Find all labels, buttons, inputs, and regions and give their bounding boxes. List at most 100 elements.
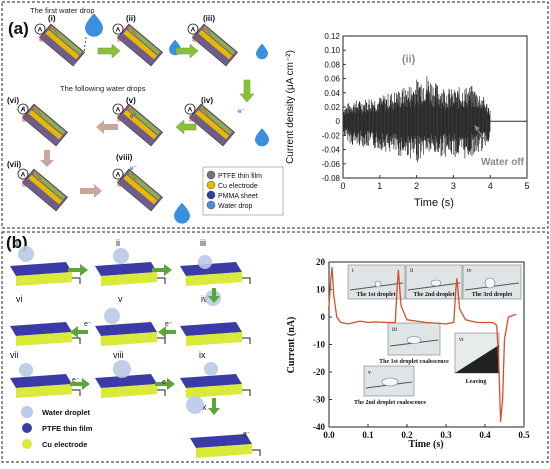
chart2-ytick-label: -10 [313,340,325,350]
step-label: v [118,294,123,304]
step-label: ix [199,350,206,360]
step-arrow [80,184,102,198]
chart1-xlabel: Time (s) [414,197,454,209]
panel-a-device-6: A(vi) [7,96,68,146]
chart1-ytick-label: 0.12 [324,32,340,41]
inset-1-label: The 1st droplet [357,292,396,298]
electron-label: e⁻ [22,105,30,112]
ammeter-label: A [38,27,43,34]
water-droplet-icon [198,255,212,269]
panel-a-device-8: A (viii) [113,153,163,211]
chart2-ytick-label: 10 [316,285,326,295]
water-droplet-icon [19,363,33,377]
electron-label: e⁻ [238,108,246,115]
water-drop-icon [256,44,268,60]
inset-3rd-droplet: iv The 3rd droplet [463,265,521,299]
electron-label: e⁻ [130,165,138,172]
step-label: iii [200,238,206,248]
legend-swatch-ptfe-b [22,423,32,433]
top-caption: The first water drop [30,6,95,15]
step-label: (viii) [116,153,133,162]
step-label: (vi) [7,96,19,105]
chart1-ytick-label: 0.06 [324,75,340,84]
ammeter-label: A [21,172,26,179]
water-droplet-icon [204,362,218,376]
drop-path [84,37,86,52]
chart2-ytick-label: -20 [313,367,325,377]
step-label: (v) [126,96,136,105]
chart1-xtick-label: 3 [451,181,456,191]
step-label: (ii) [126,14,136,23]
step-arrow [208,398,220,415]
chart1-ytick-label: 0.02 [324,103,340,112]
legend-label-cu-b: Cu electrode [42,440,87,449]
panel-b-device-6: vi [10,294,80,346]
electron-label: e⁻ [165,321,173,328]
inset-3-roman: iv [467,268,472,274]
electron-label: e⁻ [243,431,251,438]
step-arrow [98,44,120,58]
chart2-ytick-label: -30 [313,395,325,405]
legend-label-ptfe: PTFE thin film [218,173,262,180]
panel-a-device-2: A(ii) [113,14,163,66]
step-label: (vii) [7,160,22,169]
ammeter-label: A [191,27,196,34]
chart2-xtick-label: 0.4 [479,430,491,440]
chart1-ytick-label: 0.04 [324,89,340,98]
chart1-ytick-label: -0.08 [322,174,341,183]
chart2-xtick-label: 0.0 [323,430,335,440]
water-droplet-icon [104,308,120,324]
step-label: (i) [48,14,56,23]
step-label: (iii) [203,14,215,23]
step-label: (iv) [201,96,213,105]
legend-label-ptfe-b: PTFE thin film [42,424,93,433]
inset-1st-coalescence: iii The 1st droplet coalescence [379,323,449,365]
chart1-xtick-label: 5 [524,181,529,191]
chart1-ytick-label: -0.04 [322,146,341,155]
legend-label-water: Water drop [218,203,252,210]
inset-5-label: Leaving [466,379,487,385]
electron-label: e⁻ [72,377,80,384]
ammeter-label: A [188,107,193,114]
water-drop-icon [85,13,103,36]
chart2-ytick-label: 0 [321,312,326,322]
chart1-xtick-label: 0 [340,181,345,191]
chart1-xtick-label: 1 [377,181,382,191]
ammeter-label: A [116,172,121,179]
panel-a-legend: PTFE thin film Cu electrode PMMA sheet W… [203,167,283,215]
step-arrow [40,150,54,167]
water-droplet-icon [113,360,131,378]
chart1-xtick-label: 2 [414,181,419,191]
electron-label: e⁻ [130,113,138,120]
chart2-xtick-label: 0.1 [362,430,374,440]
ammeter-label: A [116,107,121,114]
legend-label-cu: Cu electrode [218,183,258,190]
panel-b-device-3: iii [180,238,250,286]
panel-b-device-8: viii [95,350,165,398]
legend-label-pmma: PMMA sheet [218,193,258,200]
chart1-annotation-water-off: Water off [481,157,525,168]
step-label: i [16,238,18,248]
chart1-annotation-ii: (ii) [402,53,416,65]
electron-label: e⁻ [162,379,170,386]
electron-label: e⁻ [84,321,92,328]
step-label: ii [116,238,120,248]
inset-2-label: The 2nd droplet [413,292,454,298]
legend-swatch-pmma [207,191,215,199]
legend-swatch-cu [207,181,215,189]
panel-a-device-3: A (iii) [188,14,238,66]
chart1-ytick-label: -0.06 [322,160,341,169]
chart2-xlabel: Time (s) [408,439,443,450]
legend-swatch-water-droplet [21,406,33,418]
inset-3-label: The 3rd droplet [472,292,513,298]
chart2-ylabel: Current (nA) [286,317,297,374]
inset-6-roman: v [368,370,371,376]
inset-2-roman: ii [410,268,414,274]
panel-a-label: (a) [8,19,29,38]
water-drop-icon [174,203,190,224]
step-arrow [96,120,118,134]
